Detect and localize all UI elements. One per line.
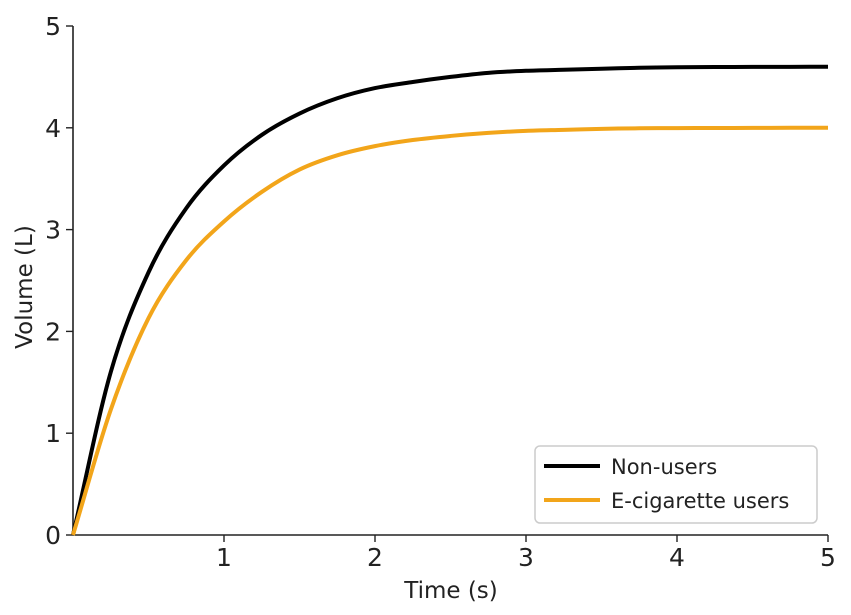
y-tick-label: 0 [45,521,61,550]
x-tick-label: 3 [518,543,534,572]
x-tick-label: 1 [216,543,232,572]
y-tick-label: 4 [45,114,61,143]
y-tick-label: 3 [45,216,61,245]
x-tick-label: 4 [669,543,685,572]
y-tick-label: 5 [45,12,61,41]
y-axis-title: Volume (L) [12,225,38,349]
x-tick-label: 2 [367,543,383,572]
series-line-non-users [71,64,829,536]
legend-box [534,445,818,524]
x-tick-label: 5 [820,543,836,572]
plot-area [71,64,829,536]
series-line-e-cigarette-users [71,125,828,536]
legend-label-non-users: Non-users [611,455,717,479]
y-tick-label: 2 [45,317,61,346]
y-tick-label: 1 [45,419,61,448]
legend-label-e-cigarette-users: E-cigarette users [611,489,789,513]
legend: Non-users E-cigarette users [534,445,818,524]
axes: 1 2 3 4 5 0 1 2 3 4 5 [45,12,836,572]
x-axis-title: Time (s) [403,578,498,604]
